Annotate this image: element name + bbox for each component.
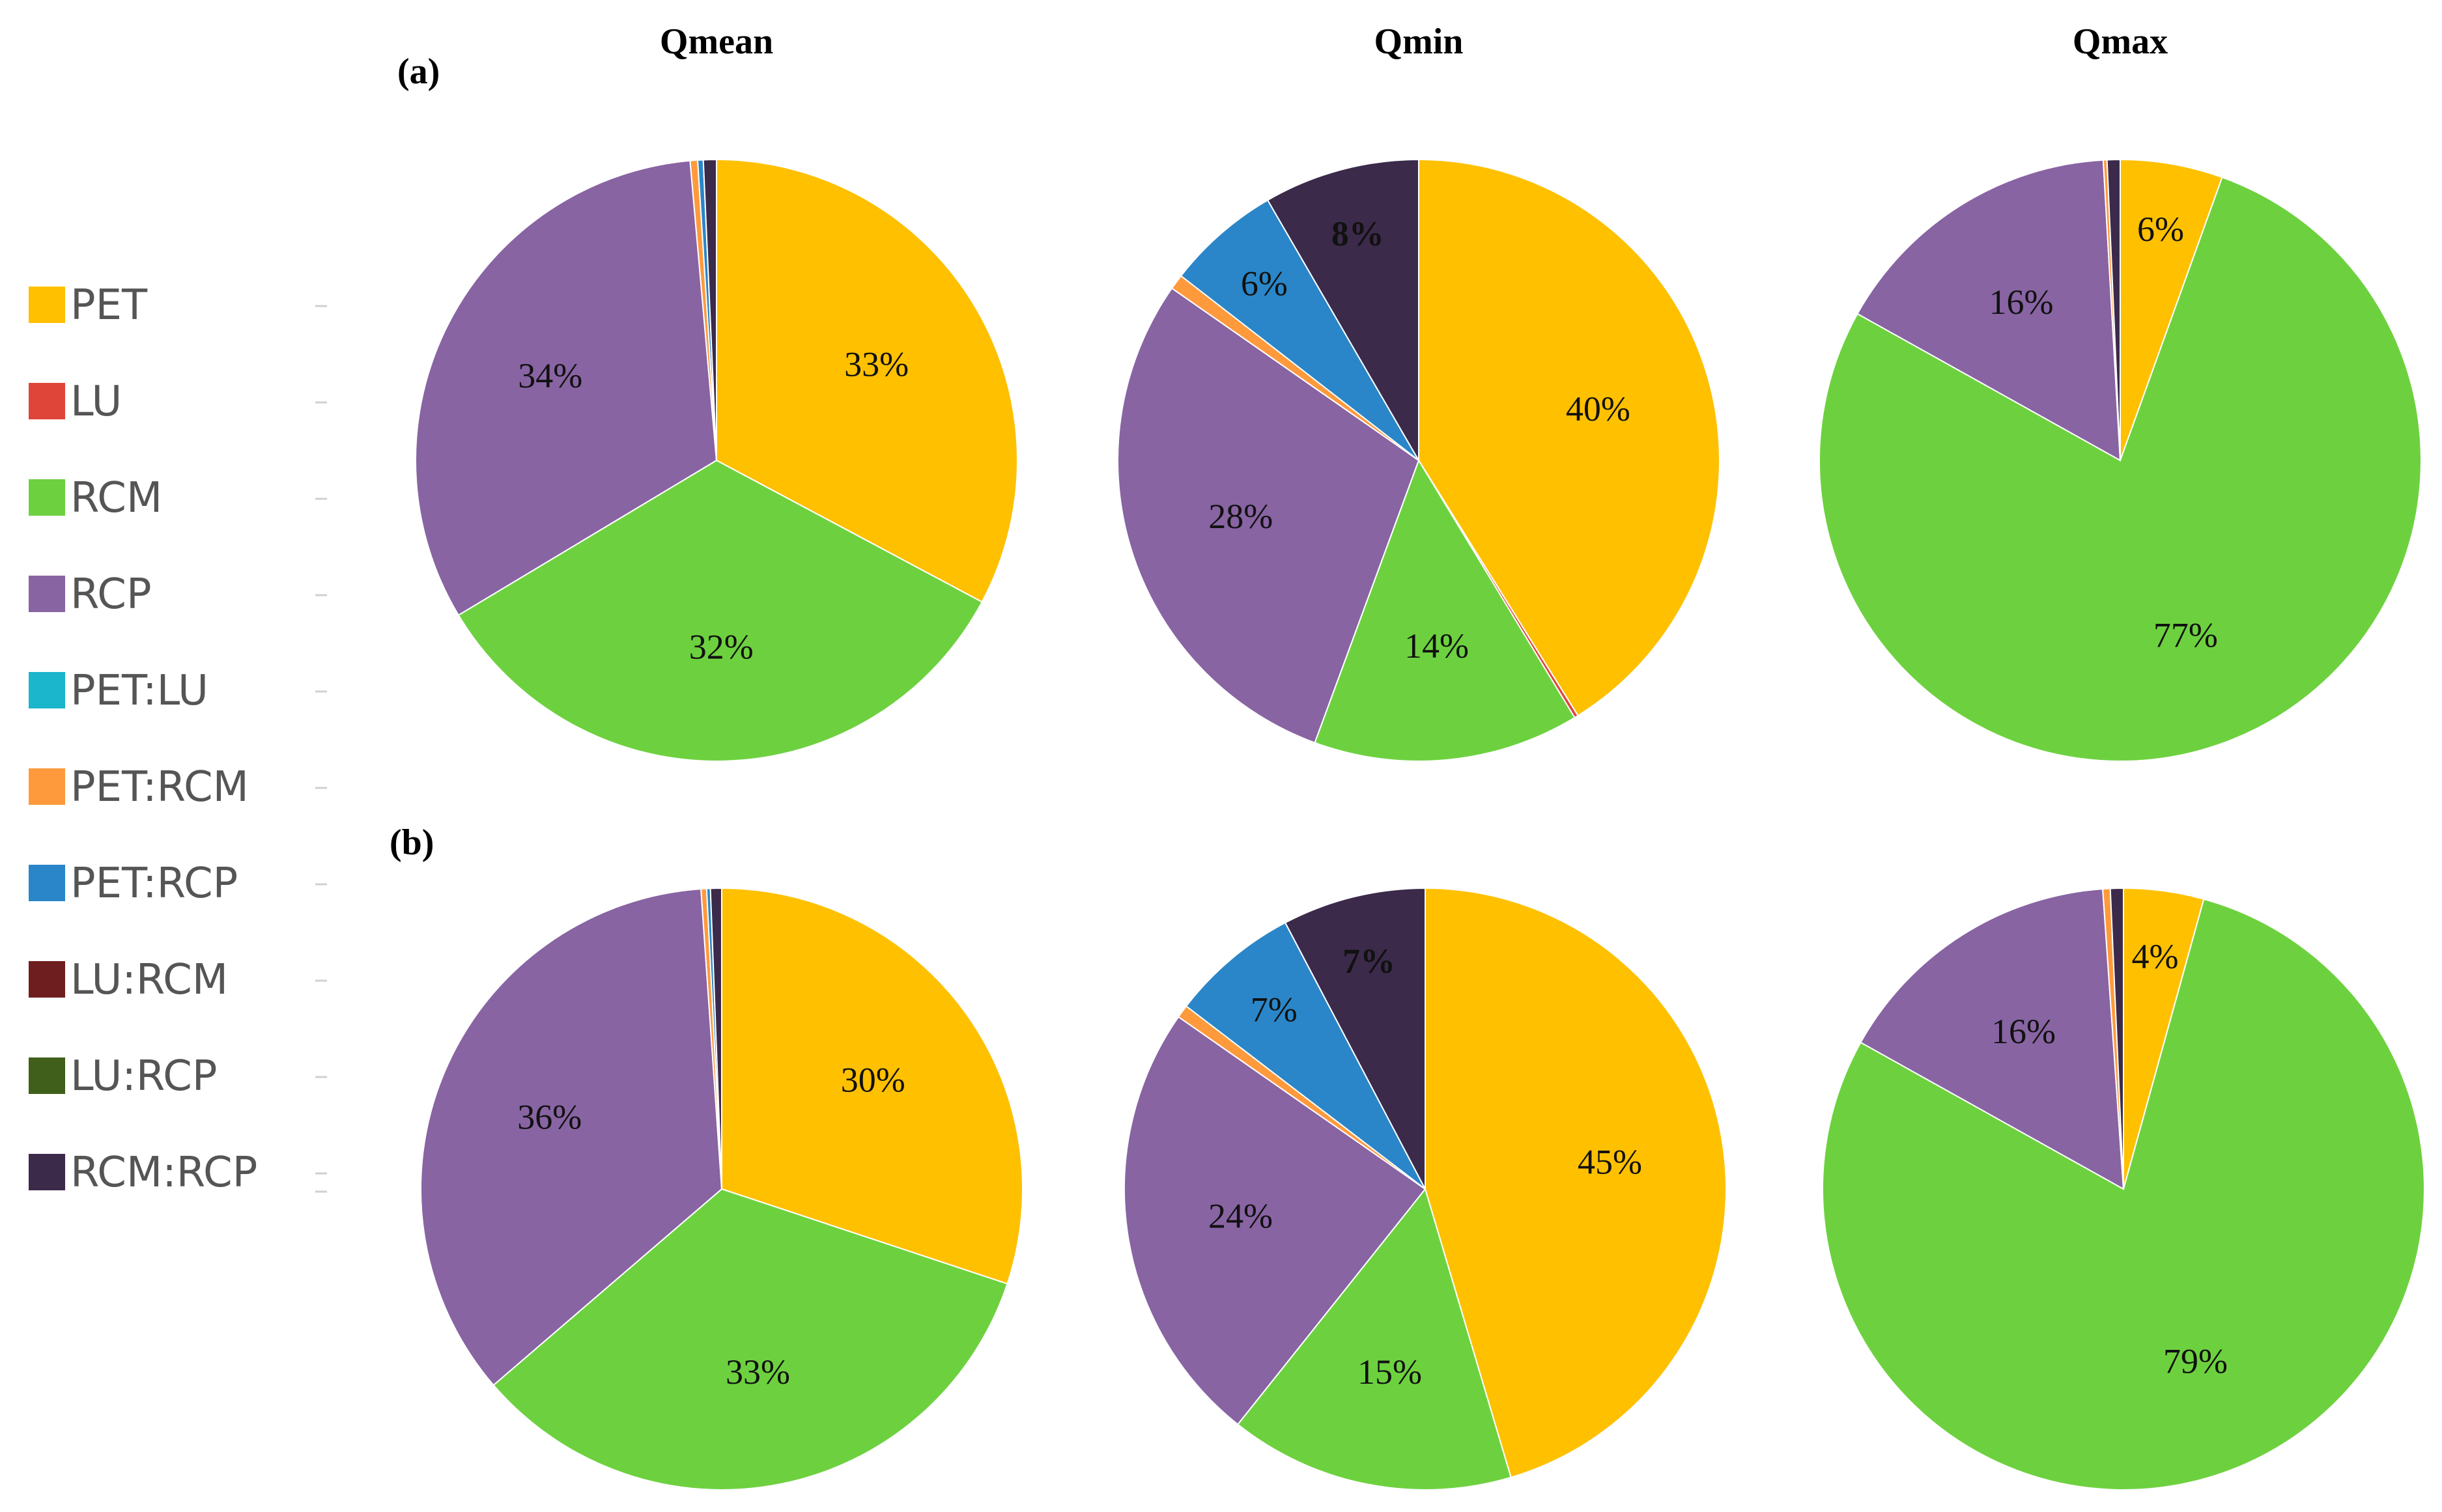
pie-data-label-pet-rcp: 7% [1251,990,1298,1029]
pie-slice-rcm-rcp [1284,887,1426,1190]
pie-a-qmean: 33% 32% 34% [415,158,1018,762]
legend-swatch-pet-rcm [29,768,65,805]
pie-data-label-rcp: 16% [1989,283,2054,322]
pie-a-qmax: 6% 77% 16% [1819,158,2422,762]
pie-slice-pet [1418,158,1720,717]
pie-slice-pet [721,887,1023,1285]
legend-label-lu-rcp: LU:RCP [70,1052,217,1100]
pie-data-label-rcm: 32% [689,627,754,666]
pie-slice-rcm [1819,176,2422,762]
pie-data-label-pet: 4% [2132,937,2179,976]
pie-data-label-rcm-rcp: 7% [1342,942,1395,981]
pie-slice-pet [1425,887,1727,1479]
legend-label-rcp: RCP [70,570,152,619]
pie-slice-rcp [1860,888,2125,1190]
pie-data-label-pet: 45% [1578,1143,1642,1182]
legend-swatch-lu-rcm [29,961,65,998]
legend-swatch-pet [29,287,65,323]
legend: PET LU RCM RCP PET:LU PET:RCM PET:RCP LU:RCM LU:… [29,281,327,1197]
legend-label-pet-lu: PET:LU [70,667,208,715]
pie-slice-rcm [1314,458,1576,762]
row-label-b: (b) [390,822,434,863]
pie-data-label-rcp: 28% [1208,497,1273,536]
pie-b-qmin: 45% 15% 24% 7% 7% [1124,887,1727,1491]
pie-slice-rcm-rcp [702,158,717,461]
pie-data-label-rcm: 77% [2153,615,2218,654]
pie-slice-rcm-rcp [709,887,722,1190]
pie-slice-rcp [1124,1016,1427,1425]
legend-label-rcm-rcp: RCM:RCP [70,1149,257,1197]
pie-slice-rcp [1117,287,1420,744]
pie-data-label-pet: 6% [2137,210,2184,249]
legend-swatch-pet-lu [29,672,65,708]
pie-slice-rcp [420,888,723,1386]
legend-label-pet: PET [70,281,148,329]
legend-label-lu-rcm: LU:RCM [70,956,228,1004]
pie-data-label-rcp: 36% [517,1098,582,1137]
pie-slice-rcm [1236,1187,1512,1491]
legend-label-pet-rcm: PET:RCM [70,763,249,811]
pie-b-qmax: 4% 79% 16% [1822,887,2425,1491]
pie-data-label-rcp: 34% [518,356,582,395]
pie-data-label-pet: 40% [1566,389,1630,428]
pie-slice-rcm [492,1188,1008,1491]
legend-swatch-lu-rcp [29,1057,65,1094]
pie-slice-pet-rcp [1185,921,1426,1190]
pie-charts: 33% 32% 34% 40% 14% 28% 6% 8% 6% 77% 16% 30% 33% 36% 4… [415,158,2425,1491]
legend-swatch-rcm [29,479,65,516]
pie-slice-rcm [457,459,983,762]
pie-slice-rcm-rcp [2106,158,2121,461]
column-title-qmax: Qmax [2073,21,2168,62]
pie-slice-rcm [1822,898,2425,1491]
pie-data-label-rcm-rcp: 8% [1331,214,1384,253]
pie-data-label-pet-rcp: 6% [1241,264,1288,303]
pie-b-qmean: 30% 33% 36% [420,887,1023,1491]
pie-data-label-pet: 30% [841,1060,905,1099]
pie-slice-rcp [415,160,718,617]
pie-data-label-rcm: 15% [1357,1352,1422,1392]
legend-label-pet-rcp: PET:RCP [70,860,238,908]
pie-a-qmin: 40% 14% 28% 6% 8% [1117,158,1720,762]
legend-label-rcm: RCM [70,474,162,522]
pie-slice-rcp [1856,159,2122,462]
legend-swatch-rcm-rcp [29,1154,65,1190]
pie-data-label-rcm: 79% [2163,1341,2228,1380]
legend-swatch-rcp [29,576,65,612]
pie-slice-rcm-rcp [1266,158,1419,463]
legend-swatch-pet-rcp [29,865,65,901]
row-label-a: (a) [397,51,440,92]
pie-slice-pet-rcp [1180,199,1419,461]
pie-data-label-rcm: 14% [1404,626,1469,665]
column-title-qmin: Qmin [1374,21,1464,62]
pie-data-label-rcp: 24% [1208,1196,1273,1235]
column-title-qmean: Qmean [660,21,773,62]
pie-data-label-pet: 33% [844,345,909,384]
pie-slice-rcm-rcp [2109,887,2124,1190]
legend-swatch-lu [29,383,65,419]
pie-data-label-rcp: 16% [1991,1012,2056,1051]
pie-slice-pet [716,158,1018,603]
pie-data-label-rcm: 33% [726,1352,790,1392]
legend-label-lu: LU [70,378,122,426]
pie-slice-pet [2120,158,2223,461]
